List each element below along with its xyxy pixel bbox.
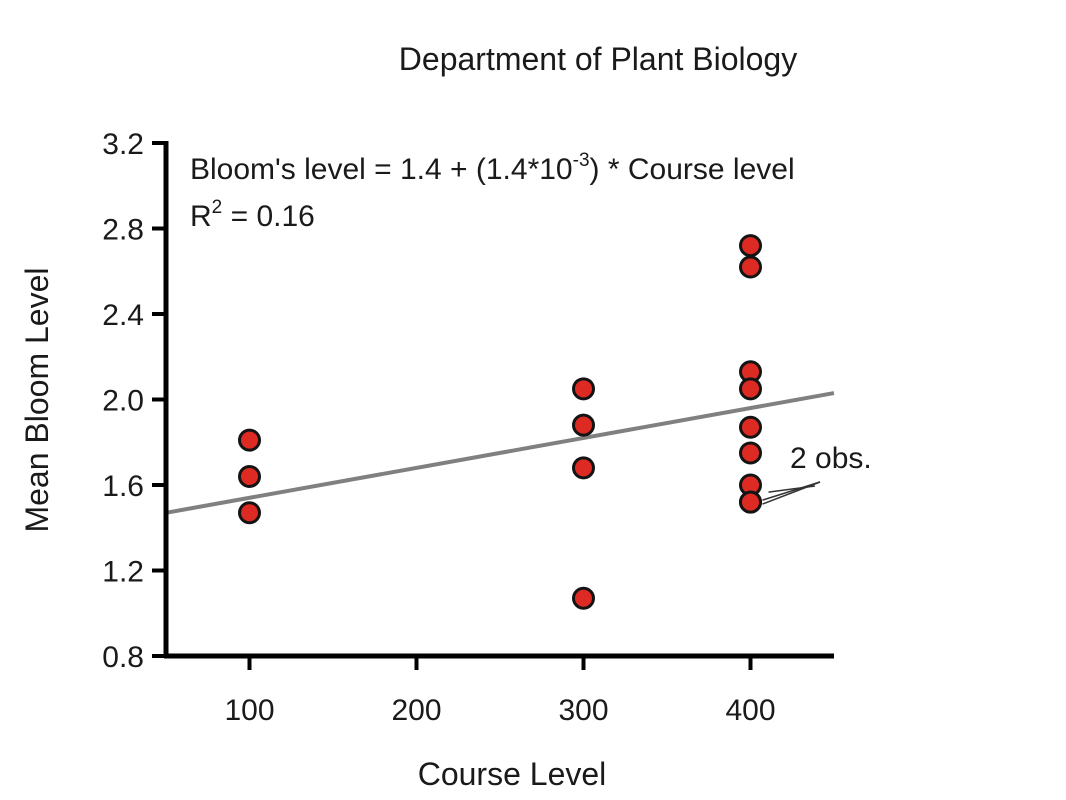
x-tick-label: 200	[391, 694, 441, 727]
r-symbol: R	[190, 200, 212, 233]
data-point	[739, 490, 762, 514]
tick-labels: 0.8 1.2 1.6 2.0 2.4 2.8 3.2 100 200 300 400	[102, 128, 775, 727]
r-squared-value: = 0.16	[222, 200, 315, 233]
data-point	[739, 255, 762, 279]
data-point	[739, 234, 762, 258]
data-point	[572, 586, 595, 610]
x-tick-label: 400	[725, 694, 775, 727]
data-points	[238, 234, 762, 610]
equation-prefix: Bloom's level = 1.4 + (1.4*10	[190, 153, 573, 186]
data-point	[238, 501, 261, 525]
data-point	[572, 377, 595, 401]
y-tick-label: 0.8	[102, 641, 144, 674]
annotation-2-obs: 2 obs.	[762, 442, 872, 505]
data-point	[739, 415, 762, 439]
y-tick-label: 1.2	[102, 556, 144, 589]
x-tick-label: 300	[558, 694, 608, 727]
data-point	[238, 464, 261, 488]
r-squared-label: R2 = 0.16	[190, 197, 315, 233]
data-point	[739, 441, 762, 465]
trendline	[165, 391, 835, 515]
y-axis-label: Mean Bloom Level	[19, 267, 55, 532]
y-tick-label: 2.0	[102, 385, 144, 418]
tick-marks	[152, 141, 753, 670]
y-tick-label: 2.4	[102, 299, 144, 332]
equation-suffix: ) * Course level	[590, 153, 795, 186]
equation-exponent: -3	[573, 150, 590, 171]
y-tick-label: 1.6	[102, 470, 144, 503]
annotation-pointer	[762, 481, 821, 505]
chart-title: Department of Plant Biology	[399, 41, 797, 77]
annotation-text: 2 obs.	[790, 442, 872, 475]
y-tick-label: 2.8	[102, 214, 144, 247]
data-point	[572, 456, 595, 480]
r-power: 2	[212, 197, 223, 218]
annotation-pointer	[768, 485, 816, 493]
data-point	[739, 377, 762, 401]
x-axis-label: Course Level	[418, 756, 607, 792]
regression-equation: Bloom's level = 1.4 + (1.4*10-3) * Cours…	[190, 150, 795, 186]
x-tick-label: 100	[224, 694, 274, 727]
y-tick-label: 3.2	[102, 128, 144, 161]
data-point	[238, 428, 261, 452]
data-point	[572, 413, 595, 437]
